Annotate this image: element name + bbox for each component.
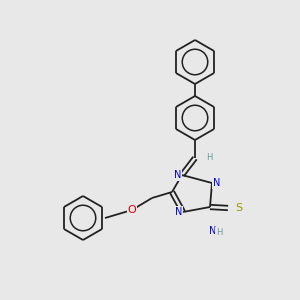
- Text: S: S: [235, 203, 242, 213]
- Text: N: N: [213, 178, 220, 188]
- Text: N: N: [175, 207, 182, 217]
- Text: H: H: [216, 228, 222, 237]
- Text: N: N: [174, 170, 181, 180]
- Text: O: O: [128, 205, 136, 215]
- Text: H: H: [206, 154, 212, 163]
- Text: N: N: [209, 226, 216, 236]
